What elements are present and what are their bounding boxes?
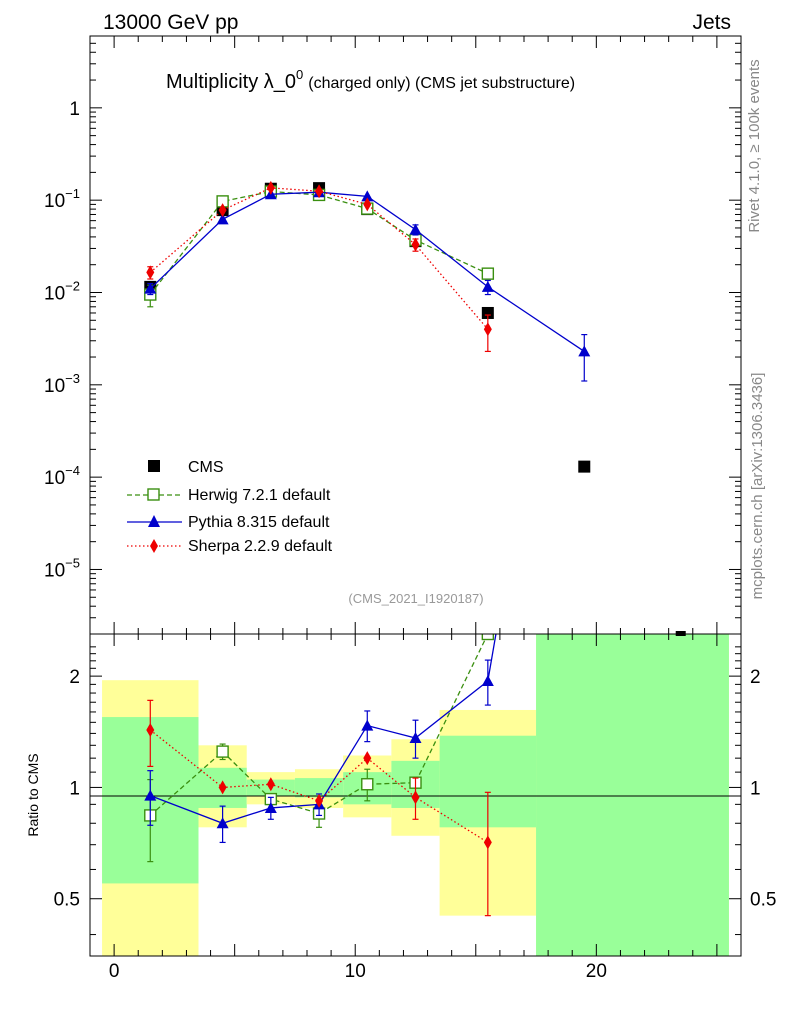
main-point-cms	[578, 460, 591, 473]
ratio-series-sherpa	[146, 699, 492, 917]
ratio-series-pythia	[144, 634, 497, 844]
main-ytick-label: 10−5	[44, 555, 80, 581]
main-ytick-label: 10−1	[44, 186, 80, 212]
main-point-pythia	[144, 282, 157, 294]
main-point-sherpa	[266, 180, 275, 195]
header-process: Jets	[692, 11, 731, 34]
plot-title: Multiplicity λ_00(charged only) (CMS jet…	[166, 67, 575, 93]
ratio-offscale-cms-marker	[675, 634, 686, 636]
ratio-point-pythia	[216, 817, 229, 829]
ratio-line-herwig	[149, 634, 489, 816]
ratio-series	[144, 634, 686, 917]
ratio-point-sherpa	[315, 793, 324, 808]
ratio-ytick-label: 1	[69, 778, 80, 799]
ratio-point-pythia	[481, 675, 494, 687]
legend-marker-pythia	[148, 515, 160, 527]
ratio-point-herwig	[216, 745, 229, 758]
analysis-id: (CMS_2021_I1920187)	[348, 591, 483, 606]
main-point-pythia	[578, 345, 591, 357]
ratio-ytick-label-right: 0.5	[750, 890, 776, 911]
main-ytick-label: 1	[69, 99, 80, 120]
main-plot-frame	[89, 35, 742, 635]
main-ytick-base: 10	[44, 191, 65, 212]
ratio-band-inner	[536, 634, 633, 956]
main-point-sherpa	[411, 237, 420, 252]
ratio-line-pythia	[150, 634, 497, 824]
main-ytick-exponent: −2	[65, 278, 80, 293]
main-ytick-base: 10	[44, 560, 65, 581]
ratio-axis-ticks: 0.5 0.51 12 20 10 20	[54, 634, 776, 982]
ratio-point-herwig	[361, 778, 374, 791]
legend-label-sherpa: Sherpa 2.2.9 default	[188, 538, 333, 555]
ratio-xtick-label: 0	[109, 961, 120, 982]
ratio-point-sherpa	[146, 722, 155, 737]
ratio-point-sherpa	[483, 835, 492, 850]
ratio-plot-frame	[89, 633, 742, 957]
legend-label-pythia: Pythia 8.315 default	[188, 514, 330, 531]
main-point-sherpa	[146, 265, 155, 280]
main-point-cms	[481, 306, 494, 319]
ratio-ytick-label: 0.5	[54, 890, 80, 911]
main-ytick-label: 10−3	[44, 371, 80, 397]
main-axis-ticks: 10−510−410−310−210−11	[44, 35, 741, 635]
ratio-point-herwig	[481, 634, 495, 641]
ratio-panel: 0.5 0.51 12 20 10 20 Ratio to CMS	[25, 633, 776, 982]
ratio-ylabel: Ratio to CMS	[25, 753, 41, 836]
ratio-band-inner	[632, 634, 729, 956]
ratio-point-pythia	[361, 719, 374, 731]
main-ytick-label: 10−2	[44, 278, 80, 304]
main-point-herwig	[481, 267, 495, 280]
main-ytick-base: 10	[44, 468, 65, 489]
legend-marker-sherpa	[150, 539, 158, 553]
main-line-pythia	[149, 191, 585, 352]
main-ytick-exponent: −3	[65, 371, 80, 386]
main-ytick-base: 10	[44, 376, 65, 397]
main-ytick-base: 10	[44, 283, 65, 304]
ratio-xtick-label: 10	[345, 961, 366, 982]
ratio-band-inner	[294, 778, 344, 798]
ratio-point-sherpa	[363, 751, 372, 766]
ratio-point-pythia	[264, 801, 277, 813]
main-point-pythia	[409, 223, 422, 235]
main-point-sherpa	[218, 203, 227, 218]
main-point-sherpa	[483, 322, 492, 337]
ratio-point-pythia	[409, 732, 422, 744]
legend-marker-herwig	[147, 488, 160, 501]
ratio-point-sherpa	[266, 777, 275, 792]
main-ytick-exponent: −4	[65, 463, 80, 478]
legend-label-cms: CMS	[188, 459, 224, 476]
main-series-sherpa	[146, 180, 492, 353]
ratio-point-pythia	[144, 789, 157, 801]
main-point-sherpa	[363, 197, 372, 212]
ratio-point-sherpa	[218, 780, 227, 795]
main-point-pythia	[361, 190, 374, 202]
main-point-pythia	[481, 280, 494, 292]
legend-label-herwig: Herwig 7.2.1 default	[188, 487, 331, 504]
mcplots-credit-label: mcplots.cern.ch [arXiv:1306.3436]	[749, 373, 766, 600]
ratio-xtick-label: 20	[586, 961, 607, 982]
main-point-sherpa	[315, 184, 324, 199]
ratio-ytick-label-right: 2	[750, 667, 761, 688]
main-panel: 10−510−410−310−210−11 Multiplicity λ_00(…	[44, 35, 742, 637]
header-energy: 13000 GeV pp	[103, 11, 238, 34]
legend: CMS Herwig 7.2.1 default Pythia 8.315 de…	[127, 459, 333, 555]
ratio-ytick-label: 2	[69, 667, 80, 688]
main-ytick-exponent: −5	[65, 555, 80, 570]
legend-marker-cms	[148, 460, 160, 472]
ratio-point-sherpa	[411, 790, 420, 805]
main-series-pythia	[144, 186, 591, 382]
ratio-ytick-label-right: 1	[750, 778, 761, 799]
main-point-pythia	[216, 213, 229, 225]
rivet-version-label: Rivet 4.1.0, ≥ 100k events	[746, 59, 763, 232]
main-ytick-label: 10−4	[44, 463, 80, 489]
main-ytick-exponent: −1	[65, 186, 80, 201]
